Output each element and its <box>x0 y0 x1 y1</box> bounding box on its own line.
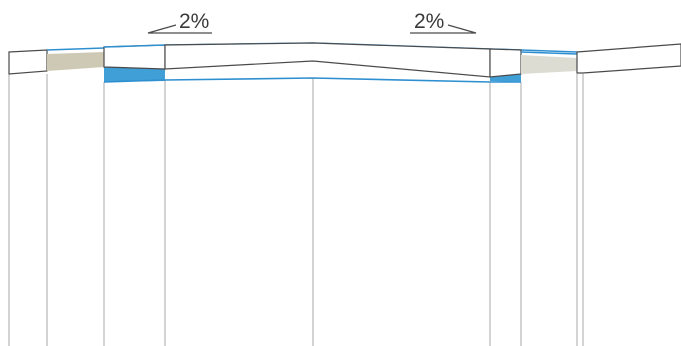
left-slope-label: 2% <box>179 10 209 33</box>
deck-bottom-line <box>103 77 521 83</box>
right-slope-arrow <box>410 24 477 34</box>
right-slope-indicator: 2% <box>410 10 477 34</box>
left-sidewalk-accent <box>46 47 105 51</box>
left-slope-arrow <box>147 24 212 34</box>
right-outer-slab <box>576 43 681 74</box>
deck-body <box>164 42 491 78</box>
right-slope-label: 2% <box>414 10 444 33</box>
right-sidewalk-accent <box>520 51 578 55</box>
left-sidewalk-fill <box>47 52 104 71</box>
left-deck-slab <box>103 44 166 70</box>
left-blue-strip <box>104 66 165 82</box>
right-deck-slab <box>489 48 522 78</box>
left-outer-slab <box>8 49 48 75</box>
left-slope-indicator: 2% <box>147 10 212 34</box>
pier-lines <box>8 74 584 346</box>
right-sidewalk-fill <box>521 55 577 74</box>
